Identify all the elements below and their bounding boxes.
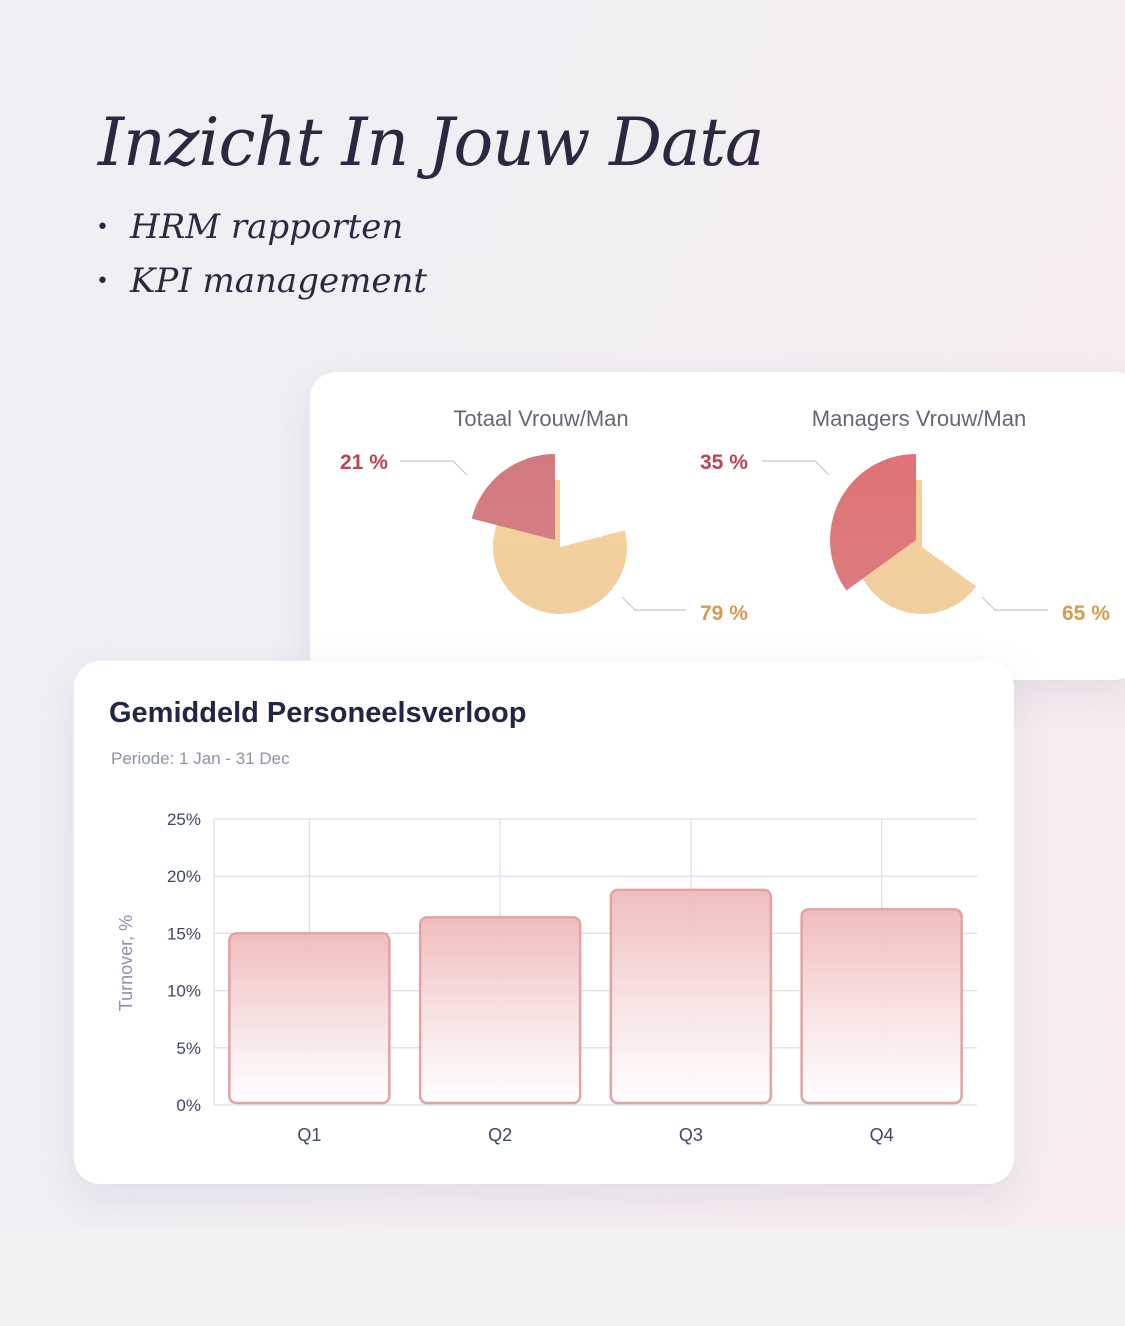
y-axis-label: Turnover, % <box>116 915 136 1011</box>
bar <box>418 916 582 1105</box>
y-tick-label: 10% <box>167 982 201 1001</box>
leader-line <box>981 596 1048 611</box>
pie-slice-female <box>830 454 916 591</box>
feature-label: KPI management <box>130 261 428 301</box>
bar <box>228 932 391 1105</box>
chart-title: Gemiddeld Personeelsverloop <box>109 697 527 729</box>
pie-label-male: 65 % <box>1062 602 1110 625</box>
pie-label-male: 79 % <box>700 602 748 625</box>
pie-slice-female <box>471 454 555 540</box>
feature-label: HRM rapporten <box>130 207 404 247</box>
y-tick-label: 25% <box>167 810 201 829</box>
bar <box>609 888 773 1105</box>
x-tick-label: Q1 <box>297 1125 321 1145</box>
bullet-icon: • <box>96 268 109 294</box>
pie-charts: Totaal Vrouw/Man 21 % 79 % Managers Vrouw/M… <box>340 406 1110 625</box>
feature-item: • HRM rapporten <box>96 200 427 254</box>
y-tick-label: 15% <box>167 924 201 943</box>
footer-band <box>0 1228 1125 1326</box>
feature-list: • HRM rapporten • KPI management <box>96 200 427 308</box>
chart-subtitle: Periode: 1 Jan - 31 Dec <box>111 749 290 768</box>
turnover-chart-card: Gemiddeld Personeelsverloop Periode: 1 J… <box>74 661 1014 1184</box>
pie-title: Managers Vrouw/Man <box>812 406 1026 431</box>
y-tick-label: 20% <box>167 867 201 886</box>
x-tick-label: Q2 <box>488 1125 512 1145</box>
pie-label-female: 21 % <box>340 451 388 474</box>
turnover-bar-chart: 0% 5% 10% 15% 20% 25% Q1 Q2 Q3 Q4 Turnover, % <box>116 810 977 1145</box>
x-tick-label: Q3 <box>679 1125 703 1145</box>
leader-line <box>621 596 686 611</box>
x-tick-label: Q4 <box>870 1125 894 1145</box>
feature-item: • KPI management <box>96 254 427 308</box>
bar <box>800 908 963 1105</box>
pie-title: Totaal Vrouw/Man <box>453 406 628 431</box>
gender-pie-card: Totaal Vrouw/Man 21 % 79 % Managers Vrouw/M… <box>310 372 1125 680</box>
y-tick-label: 0% <box>176 1096 201 1115</box>
page-headline: Inzicht In Jouw Data <box>98 104 764 181</box>
leader-line <box>762 460 830 476</box>
y-tick-label: 5% <box>176 1039 201 1058</box>
leader-line <box>400 460 468 476</box>
bullet-icon: • <box>96 214 109 240</box>
pie-label-female: 35 % <box>700 451 748 474</box>
